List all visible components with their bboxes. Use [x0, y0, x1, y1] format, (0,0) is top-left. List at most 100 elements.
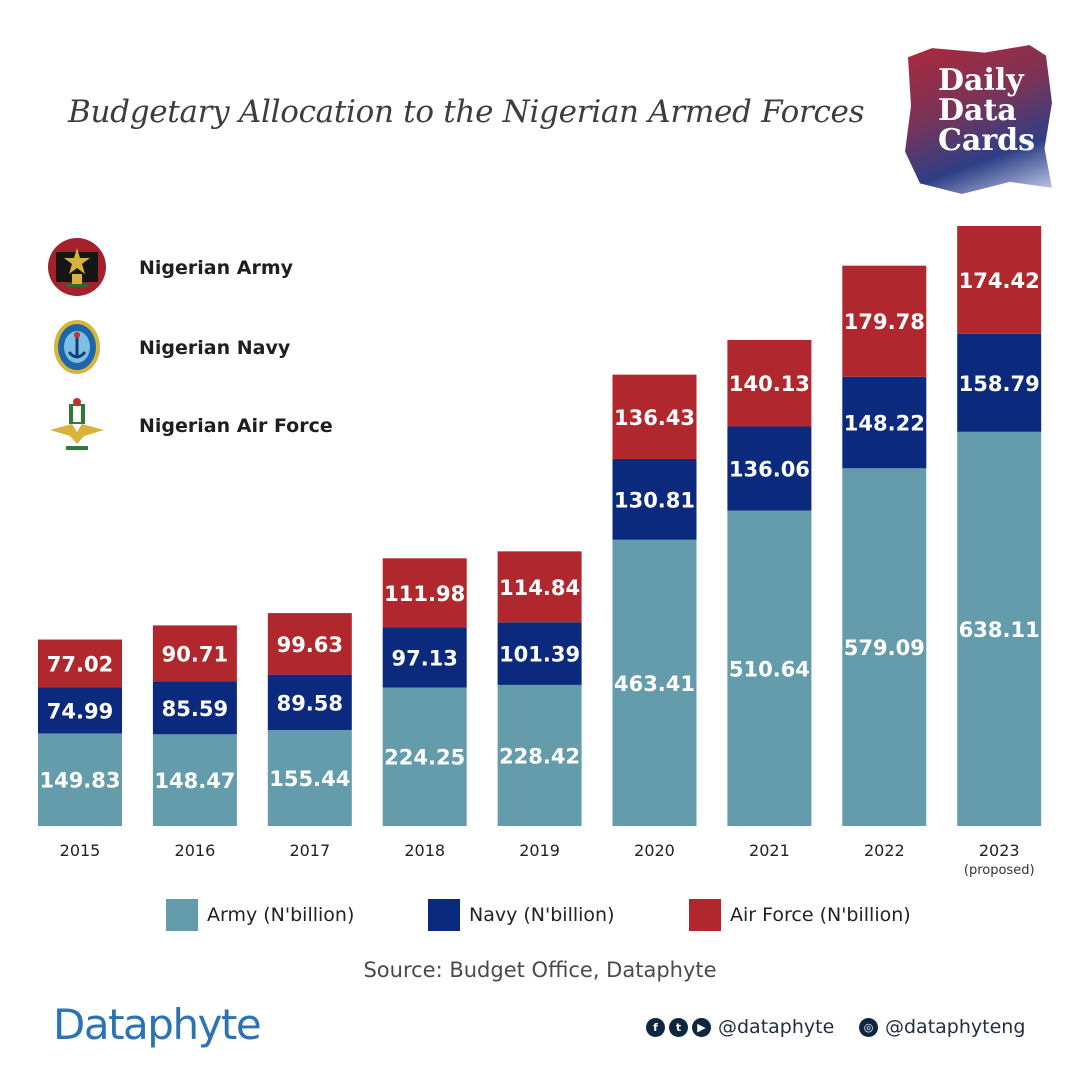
value-label-army-2019: 228.42 [499, 744, 580, 768]
badge-line-2: Data [938, 93, 1017, 128]
value-label-air-force-2018: 111.98 [384, 582, 465, 606]
navy-crest-icon [54, 320, 100, 374]
value-label-army-2020: 463.41 [614, 672, 695, 696]
bar-navy-2018 [382, 627, 467, 688]
bar-army-2022 [842, 468, 927, 826]
bar-air-force-2018 [382, 558, 467, 628]
bar-air-force-2020 [612, 374, 697, 459]
daily-data-cards-badge-bg [905, 45, 1052, 194]
bar-navy-2019 [497, 622, 582, 685]
service-legend-airforce-label: Nigerian Air Force [139, 415, 333, 437]
series-legend-airforce: Air Force (N'billion) [689, 898, 911, 932]
bar-air-force-2021 [727, 339, 812, 427]
x-tick-label-2015: 2015 [60, 841, 101, 860]
bar-navy-2022 [842, 376, 927, 469]
series-legend-navy: Navy (N'billion) [428, 898, 615, 932]
dataphyte-logo: Dataphyte [53, 1000, 262, 1049]
value-label-navy-2020: 130.81 [614, 488, 695, 512]
value-label-navy-2016: 85.59 [162, 697, 228, 721]
value-label-army-2021: 510.64 [729, 657, 810, 681]
army-swatch [166, 899, 198, 931]
value-label-army-2022: 579.09 [844, 636, 925, 660]
x-tick-label-2018: 2018 [404, 841, 445, 860]
badge-line-1: Daily [938, 63, 1024, 98]
value-label-navy-2015: 74.99 [47, 699, 113, 723]
bar-army-2021 [727, 510, 812, 826]
daily-data-cards-badge: Daily Data Cards [938, 66, 1035, 156]
bar-army-2023 [957, 431, 1042, 826]
value-label-air-force-2019: 114.84 [499, 576, 580, 600]
x-tick-label-2017: 2017 [289, 841, 330, 860]
value-label-army-2018: 224.25 [384, 746, 465, 770]
value-label-air-force-2020: 136.43 [614, 406, 695, 430]
bar-navy-2017 [267, 674, 352, 730]
x-tick-label-2021: 2021 [749, 841, 790, 860]
series-legend-army-label: Army (N'billion) [207, 904, 355, 926]
x-tick-label-2023: 2023 [979, 841, 1020, 860]
x-tick-label-2020: 2020 [634, 841, 675, 860]
x-tick-label-2022: 2022 [864, 841, 905, 860]
series-legend-army: Army (N'billion) [166, 898, 354, 932]
value-label-air-force-2016: 90.71 [162, 642, 228, 666]
value-label-air-force-2022: 179.78 [844, 310, 925, 334]
series-legend-airforce-label: Air Force (N'billion) [730, 904, 911, 926]
service-legend-navy: Nigerian Navy [48, 318, 368, 378]
value-label-army-2023: 638.11 [959, 618, 1040, 642]
series-legend-navy-label: Navy (N'billion) [469, 904, 615, 926]
chart-title: Budgetary Allocation to the Nigerian Arm… [68, 94, 865, 130]
value-label-army-2015: 149.83 [39, 769, 120, 793]
value-label-navy-2022: 148.22 [844, 412, 925, 436]
bar-army-2015 [38, 733, 122, 826]
value-label-navy-2018: 97.13 [391, 646, 457, 670]
bar-navy-2023 [957, 333, 1042, 432]
value-label-navy-2023: 158.79 [959, 372, 1040, 396]
social-handle-group-1: f t ▶ @dataphyte [646, 1014, 834, 1040]
service-legend-army-label: Nigerian Army [139, 257, 294, 279]
badge-line-3: Cards [938, 123, 1035, 158]
value-label-navy-2021: 136.06 [729, 458, 810, 482]
twitter-icon[interactable]: t [669, 1017, 688, 1037]
service-legend-airforce: Nigerian Air Force [48, 396, 368, 456]
x-tick-note-2023: (proposed) [964, 863, 1035, 878]
army-crest-icon [48, 238, 106, 296]
social-handle-dataphyteng[interactable]: @dataphyteng [885, 1016, 1026, 1038]
service-legend-navy-label: Nigerian Navy [139, 337, 291, 359]
navy-swatch [428, 899, 460, 931]
value-label-army-2016: 148.47 [154, 769, 235, 793]
source-note: Source: Budget Office, Dataphyte [363, 958, 717, 982]
value-label-navy-2019: 101.39 [499, 643, 580, 667]
x-tick-label-2019: 2019 [519, 841, 560, 860]
bar-navy-2020 [612, 458, 697, 540]
instagram-icon[interactable]: ◎ [859, 1017, 878, 1037]
bar-army-2020 [612, 539, 697, 826]
bar-air-force-2017 [267, 613, 352, 675]
bar-air-force-2023 [957, 226, 1042, 334]
bar-army-2017 [267, 729, 352, 826]
value-label-army-2017: 155.44 [269, 767, 350, 791]
youtube-icon[interactable]: ▶ [692, 1017, 711, 1037]
service-legend-army: Nigerian Army [48, 238, 368, 298]
bar-air-force-2016 [152, 625, 237, 682]
x-tick-label-2016: 2016 [175, 841, 216, 860]
bar-army-2019 [497, 684, 582, 826]
bar-navy-2015 [38, 687, 122, 734]
series-legend: Army (N'billion) Navy (N'billion) Air Fo… [0, 898, 1080, 932]
social-handle-dataphyte[interactable]: @dataphyte [718, 1016, 835, 1038]
bar-navy-2016 [152, 681, 237, 735]
bar-navy-2021 [727, 426, 812, 511]
value-label-air-force-2017: 99.63 [277, 633, 343, 657]
stacked-bar-chart: 149.83 74.99 77.02 2015 148.47 85.59 90.71 2016… [38, 226, 1042, 878]
value-label-air-force-2015: 77.02 [47, 652, 113, 676]
airforce-swatch [689, 899, 721, 931]
value-label-navy-2017: 89.58 [277, 691, 343, 715]
social-handle-group-2: ◎ @dataphyteng [859, 1014, 1025, 1040]
airforce-crest-icon [50, 398, 104, 450]
bar-army-2016 [152, 734, 237, 826]
value-label-air-force-2021: 140.13 [729, 372, 810, 396]
bar-air-force-2022 [842, 265, 927, 377]
facebook-icon[interactable]: f [646, 1017, 665, 1037]
bar-air-force-2015 [38, 639, 122, 688]
bar-army-2018 [382, 687, 467, 826]
bar-air-force-2019 [497, 551, 582, 623]
value-label-air-force-2023: 174.42 [959, 269, 1040, 293]
